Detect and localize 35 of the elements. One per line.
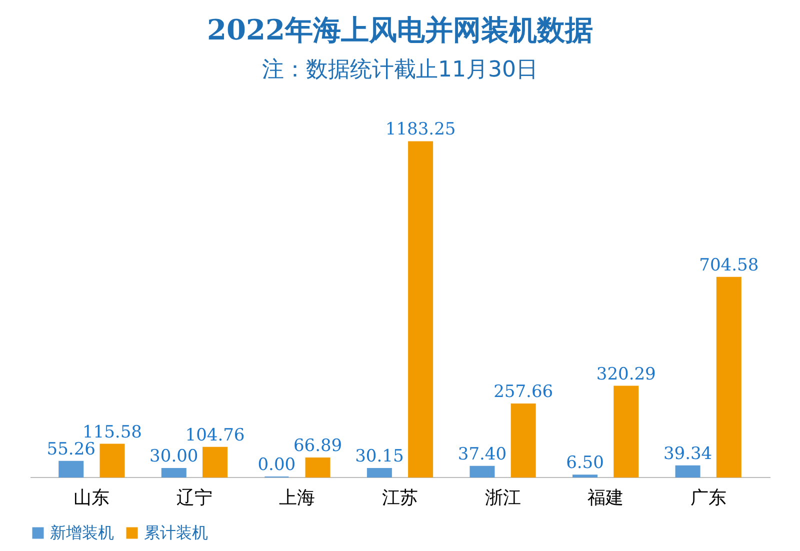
x-tick-label: 福建: [588, 488, 624, 508]
data-label: 704.58: [699, 255, 759, 276]
bar: [202, 446, 228, 478]
data-label: 104.76: [185, 425, 245, 446]
data-label: 37.40: [458, 444, 507, 464]
data-label: 6.50: [566, 453, 604, 474]
legend-label: 累计装机: [144, 523, 208, 542]
bar: [161, 468, 186, 478]
data-label: 66.89: [293, 436, 342, 456]
bar: [470, 466, 495, 478]
x-tick-label: 浙江: [484, 488, 521, 508]
bar: [58, 460, 84, 478]
data-label: 39.34: [663, 444, 712, 464]
bar: [614, 386, 639, 478]
x-tick-label: 江苏: [382, 488, 418, 508]
bar: [510, 403, 536, 478]
x-tick-label: 上海: [279, 488, 316, 508]
legend-label: 新增装机: [50, 523, 114, 542]
bar: [366, 468, 392, 478]
chart-subtitle: 注：数据统计截止11月30日: [262, 58, 538, 83]
x-tick-label: 辽宁: [176, 488, 212, 508]
data-label: 257.66: [494, 382, 554, 402]
bar: [100, 444, 125, 478]
data-label: 320.29: [596, 364, 656, 384]
bar: [305, 458, 330, 478]
x-tick-label: 山东: [74, 488, 110, 508]
bar: [675, 465, 700, 478]
data-label: 30.15: [355, 446, 404, 466]
bar: [716, 276, 742, 478]
data-label: 30.00: [150, 446, 198, 466]
chart-title: 2022年海上风电并网装机数据: [207, 14, 593, 47]
x-tick-label: 广东: [690, 488, 726, 508]
bar: [408, 141, 434, 478]
data-label: 1183.25: [385, 120, 456, 140]
data-label: 0.00: [258, 455, 296, 475]
